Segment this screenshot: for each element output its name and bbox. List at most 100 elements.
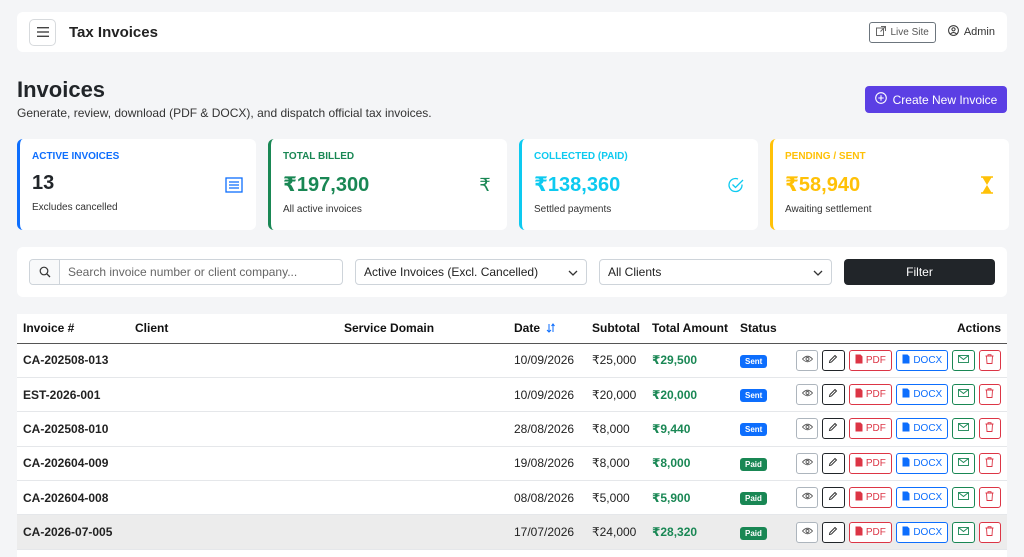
client-filter-select[interactable]: All Clients — [599, 259, 832, 285]
table-row[interactable]: CA-202508-010 28/08/2026 ₹8,000 ₹9,440 S… — [17, 411, 1007, 447]
sort-icon[interactable] — [543, 321, 556, 335]
menu-toggle-button[interactable] — [29, 18, 56, 46]
envelope-icon — [958, 492, 969, 503]
download-pdf-button[interactable]: PDF — [848, 349, 893, 371]
trash-icon — [985, 491, 994, 504]
stat-label: PENDING / SENT — [785, 151, 866, 162]
column-header-date[interactable]: Date — [508, 314, 586, 344]
subtotal-cell: ₹8,000 — [586, 411, 646, 447]
status-badge: Sent — [740, 354, 768, 368]
search-input[interactable] — [60, 260, 342, 284]
download-docx-button[interactable]: DOCX — [896, 521, 949, 543]
eye-icon — [801, 458, 813, 469]
edit-button[interactable] — [822, 452, 845, 474]
docx-label: DOCX — [913, 526, 943, 538]
download-docx-button[interactable]: DOCX — [896, 349, 949, 371]
pdf-file-icon — [855, 526, 863, 539]
edit-button[interactable] — [822, 521, 845, 543]
delete-button[interactable] — [978, 384, 1001, 406]
view-button[interactable] — [796, 384, 819, 406]
word-file-icon — [902, 388, 910, 401]
view-button[interactable] — [796, 349, 819, 371]
create-invoice-button[interactable]: Create New Invoice — [865, 86, 1007, 113]
subtotal-cell: ₹5,000 — [586, 480, 646, 516]
delete-button[interactable] — [978, 452, 1001, 474]
document-list-icon — [224, 175, 244, 195]
view-button[interactable] — [796, 452, 819, 474]
date-cell: 17/07/2026 — [508, 514, 586, 550]
create-invoice-label: Create New Invoice — [892, 92, 998, 107]
filter-button[interactable]: Filter — [844, 259, 995, 285]
status-filter-select[interactable]: Active Invoices (Excl. Cancelled) — [355, 259, 587, 285]
total-amount-cell: ₹8,000 — [646, 446, 734, 482]
view-button[interactable] — [796, 521, 819, 543]
service-domain-cell — [338, 514, 508, 550]
column-header-service-domain[interactable]: Service Domain — [338, 314, 508, 344]
download-docx-button[interactable]: DOCX — [896, 452, 949, 474]
download-pdf-button[interactable]: PDF — [848, 384, 893, 406]
edit-button[interactable] — [822, 418, 845, 440]
stat-subtext: Awaiting settlement — [785, 204, 872, 215]
filter-bar: Active Invoices (Excl. Cancelled) All Cl… — [17, 247, 1007, 297]
invoices-table-container: Invoice # Client Service Domain Date Sub… — [17, 314, 1007, 557]
send-email-button[interactable] — [952, 418, 975, 440]
send-email-button[interactable] — [952, 521, 975, 543]
table-row[interactable]: CA-2026-07-005 17/07/2026 ₹24,000 ₹28,32… — [17, 514, 1007, 550]
download-pdf-button[interactable]: PDF — [848, 521, 893, 543]
date-header-label: Date — [514, 321, 541, 336]
status-badge: Paid — [740, 457, 767, 471]
table-row[interactable]: CA-202508-013 10/09/2026 ₹25,000 ₹29,500… — [17, 343, 1007, 378]
delete-button[interactable] — [978, 349, 1001, 371]
client-cell — [129, 377, 338, 413]
total-amount-cell: ₹20,000 — [646, 377, 734, 413]
stat-card-active-invoices: ACTIVE INVOICES 13 Excludes cancelled — [17, 139, 256, 230]
delete-button[interactable] — [978, 521, 1001, 543]
status-cell: Sent — [734, 377, 790, 413]
send-email-button[interactable] — [952, 384, 975, 406]
column-header-client[interactable]: Client — [129, 314, 338, 344]
edit-button[interactable] — [822, 349, 845, 371]
live-site-button[interactable]: Live Site — [869, 21, 936, 43]
column-header-invoice[interactable]: Invoice # — [17, 314, 129, 344]
edit-button[interactable] — [822, 487, 845, 509]
edit-button[interactable] — [822, 384, 845, 406]
subtotal-cell: ₹20,000 — [586, 377, 646, 413]
invoice-number-cell: EST-2026-001 — [17, 377, 129, 413]
column-header-total-amount[interactable]: Total Amount — [646, 314, 734, 344]
view-button[interactable] — [796, 487, 819, 509]
delete-button[interactable] — [978, 418, 1001, 440]
pencil-icon — [828, 526, 838, 539]
word-file-icon — [902, 491, 910, 504]
column-header-subtotal[interactable]: Subtotal — [586, 314, 646, 344]
download-docx-button[interactable]: DOCX — [896, 418, 949, 440]
table-row[interactable]: CA-202604-009 19/08/2026 ₹8,000 ₹8,000 P… — [17, 446, 1007, 482]
download-docx-button[interactable]: DOCX — [896, 487, 949, 509]
pdf-label: PDF — [865, 526, 886, 538]
view-button[interactable] — [796, 418, 819, 440]
table-row[interactable]: EST-2026-001 10/09/2026 ₹20,000 ₹20,000 … — [17, 377, 1007, 413]
send-email-button[interactable] — [952, 452, 975, 474]
actions-cell: PDF DOCX — [790, 411, 1007, 447]
pdf-file-icon — [855, 388, 863, 401]
send-email-button[interactable] — [952, 487, 975, 509]
download-pdf-button[interactable]: PDF — [848, 487, 893, 509]
docx-label: DOCX — [913, 492, 943, 504]
download-pdf-button[interactable]: PDF — [848, 452, 893, 474]
page-title: Invoices — [17, 77, 106, 102]
delete-button[interactable] — [978, 487, 1001, 509]
admin-menu[interactable]: Admin — [947, 25, 995, 39]
client-cell — [129, 411, 338, 447]
stat-label: COLLECTED (PAID) — [534, 151, 628, 162]
search-icon — [30, 260, 60, 284]
service-domain-cell — [338, 446, 508, 482]
download-docx-button[interactable]: DOCX — [896, 384, 949, 406]
table-header-row: Invoice # Client Service Domain Date Sub… — [17, 314, 1007, 344]
word-file-icon — [902, 422, 910, 435]
date-cell: 28/08/2026 — [508, 411, 586, 447]
table-row[interactable]: CA-202604-008 08/08/2026 ₹5,000 ₹5,900 P… — [17, 480, 1007, 516]
pdf-label: PDF — [865, 457, 886, 469]
column-header-status[interactable]: Status — [734, 314, 790, 344]
send-email-button[interactable] — [952, 349, 975, 371]
download-pdf-button[interactable]: PDF — [848, 418, 893, 440]
pencil-icon — [828, 354, 838, 367]
